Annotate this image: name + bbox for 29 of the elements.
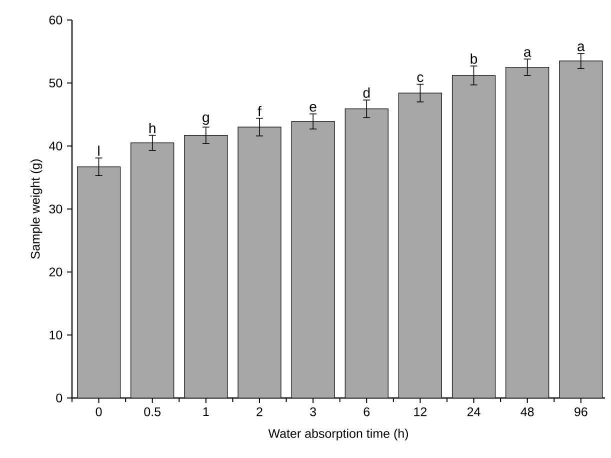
annotation: a <box>524 49 532 57</box>
annotation: c <box>417 74 424 82</box>
y-tick-label: 30 <box>49 204 62 214</box>
y-tick-label: 10 <box>50 330 62 340</box>
x-tick-label: 6 <box>364 407 370 416</box>
y-tick-label: 0 <box>56 394 62 402</box>
annotation: g <box>202 114 209 125</box>
y-tick-label: 40 <box>49 142 62 150</box>
x-tick-label: 24 <box>467 407 480 416</box>
x-tick-label: 0 <box>96 407 102 416</box>
annotation: a <box>578 44 585 52</box>
y-tick-label: 50 <box>49 78 62 88</box>
x-axis-title: Water absorption time (h) <box>268 428 408 440</box>
annotation: h <box>149 122 156 134</box>
x-tick-label: 96 <box>574 407 588 416</box>
x-tick-label: 1 <box>203 407 209 416</box>
x-tick-label: 12 <box>414 407 427 416</box>
y-tick-label: 60 <box>49 16 62 24</box>
annotation: l <box>98 146 100 156</box>
annotation: d <box>363 88 370 98</box>
y-tick-label: 20 <box>49 268 62 276</box>
annotation: e <box>310 104 316 112</box>
x-tick-label: 2 <box>256 407 262 416</box>
x-tick-label: 3 <box>310 407 316 416</box>
annotation: f <box>258 106 262 116</box>
y-axis-title: Sample weight (g) <box>30 159 42 259</box>
x-tick-label: 48 <box>520 407 534 416</box>
x-tick-label: 0.5 <box>144 407 161 416</box>
annotation: b <box>470 54 478 64</box>
